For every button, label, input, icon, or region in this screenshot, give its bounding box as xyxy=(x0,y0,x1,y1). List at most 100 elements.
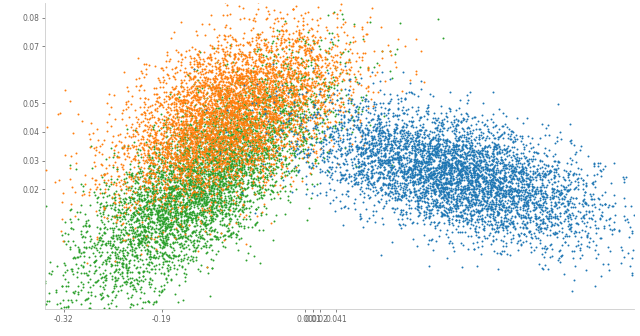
Point xyxy=(164,145,174,151)
Point xyxy=(214,145,224,150)
Point xyxy=(201,119,211,124)
Point xyxy=(331,67,341,73)
Point xyxy=(248,88,258,94)
Point xyxy=(412,220,422,225)
Point xyxy=(274,158,284,164)
Point xyxy=(346,100,356,106)
Point xyxy=(173,116,183,121)
Point xyxy=(195,121,205,126)
Point xyxy=(483,164,493,169)
Point xyxy=(500,214,511,219)
Point xyxy=(399,192,409,198)
Point xyxy=(294,123,304,129)
Point xyxy=(228,111,239,117)
Point xyxy=(211,132,221,137)
Point xyxy=(453,153,463,158)
Point xyxy=(198,61,208,66)
Point xyxy=(227,110,237,115)
Point xyxy=(198,92,208,97)
Point xyxy=(319,100,329,105)
Point xyxy=(170,152,180,157)
Point xyxy=(225,144,235,150)
Point xyxy=(401,209,411,215)
Point xyxy=(544,179,554,184)
Point xyxy=(293,102,303,108)
Point xyxy=(245,171,255,176)
Point xyxy=(178,163,188,168)
Point xyxy=(372,150,383,156)
Point xyxy=(365,168,376,174)
Point xyxy=(217,103,227,109)
Point xyxy=(260,165,270,170)
Point xyxy=(444,185,454,191)
Point xyxy=(132,281,142,286)
Point xyxy=(214,113,225,118)
Point xyxy=(239,140,250,145)
Point xyxy=(285,87,296,92)
Point xyxy=(479,178,489,183)
Point xyxy=(244,86,254,91)
Point xyxy=(252,84,262,89)
Point xyxy=(372,165,382,171)
Point xyxy=(262,96,273,101)
Point xyxy=(244,41,255,46)
Point xyxy=(212,185,222,190)
Point xyxy=(147,213,157,218)
Point xyxy=(420,159,431,164)
Point xyxy=(182,236,193,241)
Point xyxy=(222,228,232,234)
Point xyxy=(176,170,186,176)
Point xyxy=(205,102,215,108)
Point xyxy=(223,128,234,133)
Point xyxy=(383,119,394,124)
Point xyxy=(187,194,197,199)
Point xyxy=(259,100,269,105)
Point xyxy=(486,183,496,189)
Point xyxy=(303,88,314,93)
Point xyxy=(207,183,217,188)
Point xyxy=(184,145,195,151)
Point xyxy=(283,70,293,75)
Point xyxy=(70,297,81,302)
Point xyxy=(354,126,364,131)
Point xyxy=(191,166,202,171)
Point xyxy=(186,169,196,174)
Point xyxy=(407,175,417,180)
Point xyxy=(221,168,232,173)
Point xyxy=(225,128,236,133)
Point xyxy=(175,106,185,111)
Point xyxy=(167,230,177,235)
Point xyxy=(260,77,271,82)
Point xyxy=(212,149,222,154)
Point xyxy=(415,160,426,165)
Point xyxy=(415,127,426,133)
Point xyxy=(464,186,474,192)
Point xyxy=(403,150,413,155)
Point xyxy=(145,223,155,228)
Point xyxy=(273,99,283,105)
Point xyxy=(188,239,198,244)
Point xyxy=(208,110,218,115)
Point xyxy=(432,167,442,173)
Point xyxy=(146,176,156,181)
Point xyxy=(426,175,436,180)
Point xyxy=(173,228,183,234)
Point xyxy=(161,227,171,232)
Point xyxy=(189,56,199,61)
Point xyxy=(273,131,283,136)
Point xyxy=(223,118,233,123)
Point xyxy=(173,159,184,164)
Point xyxy=(308,165,318,170)
Point xyxy=(179,189,189,194)
Point xyxy=(301,34,312,40)
Point xyxy=(428,172,438,177)
Point xyxy=(532,171,543,177)
Point xyxy=(472,197,483,202)
Point xyxy=(399,130,409,135)
Point xyxy=(433,147,443,152)
Point xyxy=(307,57,317,62)
Point xyxy=(214,123,225,128)
Point xyxy=(572,177,582,182)
Point xyxy=(506,178,516,183)
Point xyxy=(228,92,238,97)
